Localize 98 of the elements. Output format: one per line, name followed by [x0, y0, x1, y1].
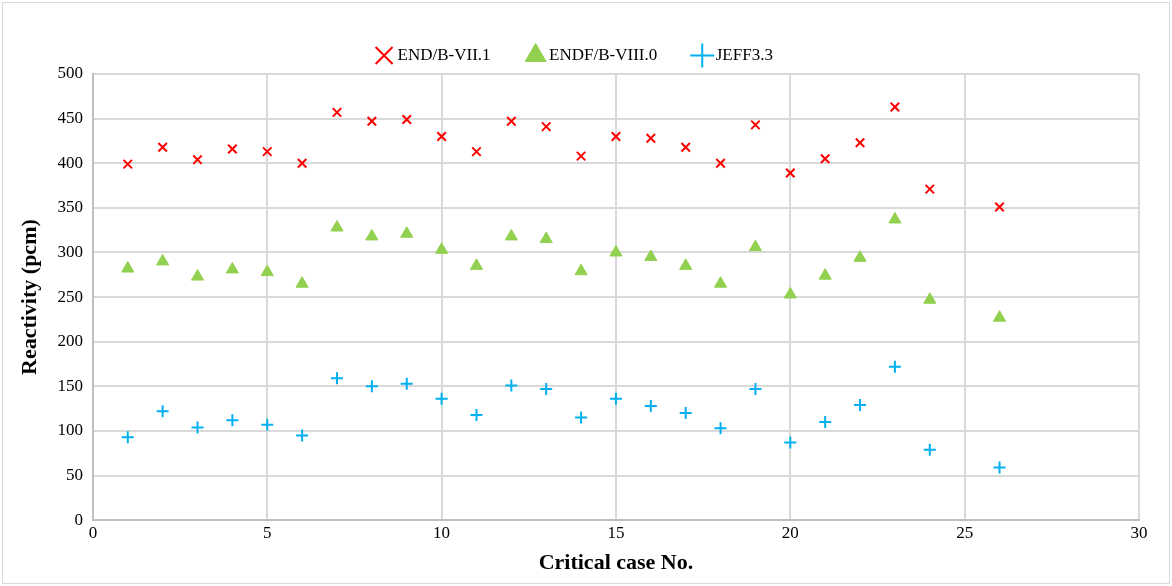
x-tick-label: 25 [956, 522, 974, 542]
point [122, 158, 134, 170]
point [609, 244, 623, 257]
x-tick-label: 0 [88, 522, 98, 542]
legend-label: JEFF3.3 [715, 44, 773, 64]
point [853, 250, 867, 262]
legend-label: ENDF/B-VIII.0 [549, 44, 658, 64]
point [331, 107, 343, 118]
point [783, 286, 797, 299]
point [818, 268, 832, 280]
point [401, 114, 412, 125]
point [819, 153, 831, 165]
point [610, 131, 622, 142]
point [645, 133, 657, 144]
point [643, 398, 658, 413]
point [192, 154, 203, 165]
point [715, 158, 726, 169]
point [924, 183, 936, 195]
y-tick-label: 100 [57, 420, 83, 440]
point [504, 228, 518, 241]
y-tick-label: 300 [57, 241, 83, 261]
legend-label: END/B-VII.1 [397, 44, 491, 64]
point [260, 417, 275, 432]
point [227, 143, 238, 155]
point [853, 398, 868, 413]
point [262, 146, 273, 157]
point [157, 141, 168, 153]
point [783, 435, 798, 450]
point [366, 116, 378, 127]
point [434, 391, 449, 406]
point [575, 150, 587, 162]
point [190, 420, 205, 435]
y-tick-label: 150 [57, 375, 83, 395]
x-tick-label: 5 [263, 522, 272, 542]
point [574, 263, 588, 276]
point [120, 430, 135, 445]
point [608, 391, 623, 406]
point [364, 379, 379, 394]
point [574, 410, 589, 425]
y-tick-label: 350 [57, 197, 83, 217]
point [121, 261, 135, 273]
point [399, 376, 414, 391]
point [748, 239, 762, 252]
point [156, 253, 170, 266]
point [190, 269, 205, 281]
point [260, 264, 274, 277]
point [750, 119, 761, 131]
point [679, 258, 693, 270]
y-tick-label: 50 [65, 465, 83, 485]
point [400, 226, 414, 238]
point [923, 292, 937, 304]
x-tick-label: 15 [607, 522, 625, 542]
point [469, 258, 484, 270]
y-tick-label: 200 [57, 331, 83, 351]
point [644, 249, 658, 261]
point [330, 219, 344, 232]
point [225, 261, 239, 274]
x-tick-label: 30 [1130, 522, 1148, 542]
y-tick-label: 400 [57, 152, 83, 172]
point [992, 460, 1007, 475]
point [436, 131, 447, 142]
y-tick-label: 250 [57, 286, 83, 306]
point [889, 101, 901, 113]
point [539, 382, 554, 397]
point [678, 406, 693, 421]
y-axis-title: Reactivity (pcm) [15, 219, 41, 375]
point [785, 167, 796, 179]
point [887, 359, 902, 374]
point [994, 201, 1005, 213]
y-tick-label: 0 [74, 509, 83, 529]
point [469, 407, 484, 422]
y-tick-label: 450 [57, 108, 83, 128]
point [296, 158, 308, 169]
point [365, 228, 379, 241]
x-tick-label: 10 [433, 522, 451, 542]
point [713, 421, 728, 436]
point [471, 146, 482, 157]
point [295, 428, 310, 443]
y-tick-label: 500 [57, 63, 83, 83]
point [295, 276, 309, 288]
x-tick-label: 20 [781, 522, 799, 542]
point [540, 121, 552, 132]
point [680, 141, 691, 153]
point [888, 211, 902, 224]
point [818, 415, 833, 430]
point [748, 382, 763, 397]
point [539, 231, 553, 244]
point [155, 404, 170, 419]
point [922, 442, 937, 457]
point [506, 116, 517, 127]
point [504, 378, 519, 393]
point [714, 276, 728, 288]
point [225, 413, 240, 428]
point [329, 371, 344, 386]
x-axis-title: Critical case No. [538, 549, 694, 575]
point [854, 137, 866, 148]
point [992, 310, 1007, 322]
point [435, 242, 449, 254]
